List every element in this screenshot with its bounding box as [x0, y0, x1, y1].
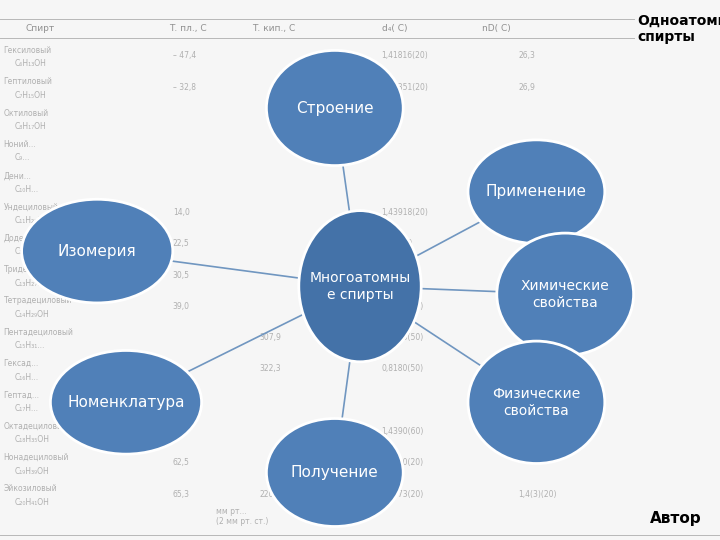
Text: Получение: Получение — [291, 465, 379, 480]
Text: Физические
свойства: Физические свойства — [492, 387, 580, 417]
Text: 0,8373(20): 0,8373(20) — [382, 490, 424, 499]
Text: 307,9: 307,9 — [259, 333, 281, 342]
Text: C₁₇H...: C₁₇H... — [14, 404, 38, 413]
Ellipse shape — [266, 418, 403, 526]
Text: Строение: Строение — [296, 100, 374, 116]
Text: 1,4351: 1,4351 — [382, 271, 408, 280]
Text: 30,5: 30,5 — [173, 271, 190, 280]
Text: – 32,8: – 32,8 — [173, 83, 196, 92]
Text: Гексад...: Гексад... — [4, 359, 39, 368]
Text: 1,4(3)(20): 1,4(3)(20) — [518, 490, 557, 499]
Text: Октиловый: Октиловый — [4, 109, 49, 118]
Ellipse shape — [266, 50, 403, 166]
Text: C₁₀H...: C₁₀H... — [14, 185, 39, 194]
Text: Изомерия: Изомерия — [58, 244, 137, 259]
Text: Одноатомные
спирты: Одноатомные спирты — [637, 14, 720, 44]
Text: C₇H₁₅OH: C₇H₁₅OH — [14, 91, 46, 100]
Text: 1,41816(20): 1,41816(20) — [382, 51, 428, 60]
Ellipse shape — [468, 341, 605, 463]
Text: C₈H₁₇OH: C₈H₁₇OH — [14, 122, 46, 131]
Text: Октадециловый: Октадециловый — [4, 422, 68, 431]
Text: C₁₁H₂₃OH: C₁₁H₂₃OH — [14, 216, 49, 225]
Text: C₁₄H₂₉OH: C₁₄H₂₉OH — [14, 310, 49, 319]
Text: C₁₅H₃₁...: C₁₅H₃₁... — [14, 341, 45, 350]
Text: Эйкозиловый: Эйкозиловый — [4, 484, 57, 494]
Text: Применение: Применение — [486, 184, 587, 199]
Text: Пентадециловый: Пентадециловый — [4, 328, 73, 337]
Text: Автор: Автор — [650, 511, 702, 526]
Text: 25,6(30): 25,6(30) — [518, 427, 551, 436]
Text: Номенклатура: Номенклатура — [67, 395, 185, 410]
Text: 58,5: 58,5 — [173, 427, 189, 436]
Text: 220: 220 — [259, 490, 274, 499]
Text: 1,43918(20): 1,43918(20) — [382, 208, 428, 217]
Ellipse shape — [299, 211, 421, 362]
Text: 1,4250(20): 1,4250(20) — [382, 458, 424, 468]
Ellipse shape — [50, 350, 202, 454]
Text: Ундециловый: Ундециловый — [4, 202, 58, 212]
Text: C₉...: C₉... — [14, 153, 30, 163]
Text: Гептиловый: Гептиловый — [4, 77, 53, 86]
Text: Химические
свойства: Химические свойства — [521, 279, 610, 309]
Text: 65,3: 65,3 — [173, 490, 190, 499]
Text: 1,4390(60): 1,4390(60) — [382, 427, 424, 436]
Text: Тетрадециловый: Тетрадециловый — [4, 296, 72, 306]
Text: 0,8180(50): 0,8180(50) — [382, 364, 424, 374]
Text: Ноний...: Ноний... — [4, 140, 36, 149]
Text: Многоатомны
е спирты: Многоатомны е спирты — [310, 271, 410, 301]
Text: C₂₀H₄₁OH: C₂₀H₄₁OH — [14, 498, 49, 507]
Text: 62,5: 62,5 — [173, 458, 189, 468]
Ellipse shape — [468, 140, 605, 244]
Text: Гексиловый: Гексиловый — [4, 46, 52, 55]
Text: 39,0: 39,0 — [173, 302, 190, 311]
Text: 1,42820: 1,42820 — [382, 239, 413, 248]
Text: Т. пл., С: Т. пл., С — [169, 24, 207, 32]
Text: Спирт: Спирт — [25, 24, 55, 32]
Text: 322,3: 322,3 — [259, 364, 281, 374]
Text: C₁₈H₃₅OH: C₁₈H₃₅OH — [14, 435, 50, 444]
Text: Дени...: Дени... — [4, 171, 32, 180]
Text: 26,3: 26,3 — [518, 51, 535, 60]
Text: Нонадециловый: Нонадециловый — [4, 453, 69, 462]
Ellipse shape — [22, 199, 173, 303]
Text: Т. кип., С: Т. кип., С — [252, 24, 295, 32]
Text: 0,8173(50): 0,8173(50) — [382, 333, 424, 342]
Text: мм рт...: мм рт... — [216, 507, 247, 516]
Text: 22,5: 22,5 — [173, 239, 189, 248]
Text: 1,4358(50): 1,4358(50) — [382, 302, 424, 311]
Text: C₁₂H₂₅OH: C₁₂H₂₅OH — [14, 247, 50, 256]
Text: 14,0: 14,0 — [173, 208, 189, 217]
Text: 1,42351(20): 1,42351(20) — [382, 83, 428, 92]
Text: C₁₃H₂₇OH: C₁₃H₂₇OH — [14, 279, 49, 288]
Text: Додециловый: Додециловый — [4, 234, 59, 243]
Text: C₁₆H...: C₁₆H... — [14, 373, 39, 382]
Text: Тридециловый: Тридециловый — [4, 265, 63, 274]
Text: d₄( С): d₄( С) — [382, 24, 407, 32]
Ellipse shape — [497, 233, 634, 355]
Text: – 47,4: – 47,4 — [173, 51, 196, 60]
Text: 26,9: 26,9 — [518, 83, 535, 92]
Text: C₁₉H₃₉OH: C₁₉H₃₉OH — [14, 467, 49, 476]
Text: (2 мм рт. ст.): (2 мм рт. ст.) — [216, 517, 269, 526]
Text: nD( С): nD( С) — [482, 24, 511, 32]
Text: Гептад...: Гептад... — [4, 390, 40, 400]
Text: C₆H₁₃OH: C₆H₁₃OH — [14, 59, 46, 69]
